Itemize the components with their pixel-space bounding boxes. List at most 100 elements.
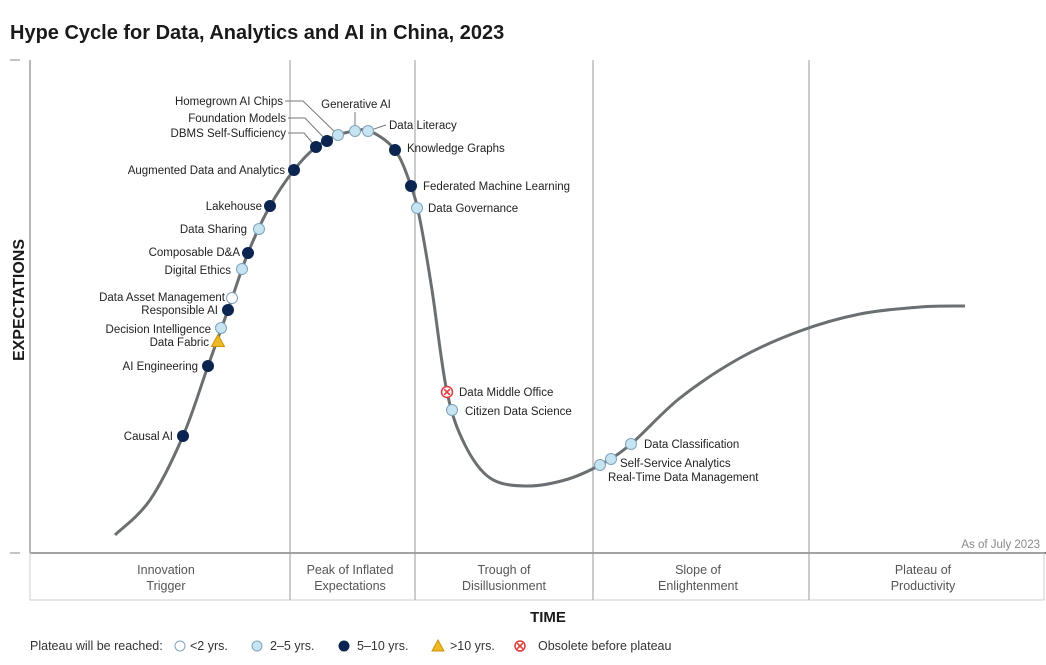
obsolete-x — [443, 388, 451, 396]
technology-point: Lakehouse — [206, 200, 276, 213]
phase-label-line1: Trough of — [477, 563, 531, 577]
legend-item-obsolete: Obsolete before plateau — [514, 639, 671, 653]
hollow-circle-marker-icon — [226, 292, 238, 304]
technology-point: Data Literacy — [362, 120, 457, 137]
light-circle-marker-icon — [215, 322, 227, 334]
legend-item-lt2: <2 yrs. — [174, 639, 228, 653]
technology-point: Generative AI — [321, 99, 391, 137]
light-circle-marker-icon — [332, 129, 344, 141]
technology-point: Composable D&A — [149, 247, 254, 259]
phase-dividers — [289, 60, 810, 600]
technology-label: Citizen Data Science — [465, 406, 572, 418]
technology-label: Generative AI — [321, 99, 391, 111]
technology-label: Causal AI — [124, 431, 173, 443]
legend-title: Plateau will be reached: — [30, 639, 163, 653]
technology-label: Foundation Models — [188, 113, 286, 125]
technology-point: Data Fabric — [150, 333, 226, 349]
hollow-circle-marker-icon — [174, 640, 186, 652]
technology-label: Data Governance — [428, 203, 518, 215]
legend-label: <2 yrs. — [190, 639, 228, 653]
dark-circle-marker-icon — [242, 247, 254, 259]
phase-labels: Innovation Trigger Peak of Inflated Expecta… — [137, 563, 956, 593]
legend-label: >10 yrs. — [450, 639, 495, 653]
technology-point: AI Engineering — [123, 360, 214, 373]
technology-label: AI Engineering — [123, 361, 198, 373]
dark-circle-marker-icon — [310, 141, 322, 153]
triangle-marker-icon — [210, 333, 226, 347]
technology-label: Composable D&A — [149, 247, 241, 259]
technology-label: Data Sharing — [180, 224, 247, 236]
phase-label-line1: Peak of Inflated — [307, 563, 394, 577]
light-circle-marker-icon — [253, 223, 265, 235]
technology-label: Homegrown AI Chips — [175, 96, 283, 108]
phase-label-line2: Trigger — [146, 579, 185, 593]
legend-item-5to10: 5–10 yrs. — [338, 639, 408, 653]
technology-label: Knowledge Graphs — [407, 143, 505, 155]
technology-point: Data Middle Office — [440, 385, 553, 399]
technology-label: Data Middle Office — [459, 387, 553, 399]
legend: Plateau will be reached: <2 yrs. 2–5 yrs.… — [30, 638, 671, 653]
phase-label-line1: Plateau of — [895, 563, 952, 577]
legend-label: 5–10 yrs. — [357, 639, 408, 653]
technology-point: Knowledge Graphs — [389, 143, 505, 156]
technology-label: Decision Intelligence — [106, 324, 211, 336]
phase-label-line1: Innovation — [137, 563, 195, 577]
obsolete-x-marker-icon — [514, 640, 526, 652]
technology-point: DBMS Self-Sufficiency — [171, 128, 322, 153]
technology-label: Lakehouse — [206, 201, 262, 213]
technology-label: Data Classification — [644, 439, 739, 451]
technology-point: Data Classification — [625, 438, 739, 451]
technology-point: Foundation Models — [188, 113, 333, 147]
technology-label: Responsible AI — [141, 305, 218, 317]
light-circle-marker-icon — [625, 438, 637, 450]
diagram-title: Hype Cycle for Data, Analytics and AI in… — [10, 22, 504, 44]
technology-point: Data Governance — [411, 202, 518, 215]
technology-points: Causal AI AI Engineering Data FabricDecisi… — [99, 96, 759, 484]
dark-circle-marker-icon — [321, 135, 333, 147]
phase-label-line2: Expectations — [314, 579, 386, 593]
technology-label: Data Literacy — [389, 120, 457, 132]
technology-point: Augmented Data and Analytics — [128, 164, 300, 177]
dark-circle-marker-icon — [338, 640, 350, 652]
technology-point: Data Asset Management — [99, 292, 238, 304]
phase-label-line2: Disillusionment — [462, 579, 547, 593]
light-circle-marker-icon — [251, 640, 263, 652]
technology-point: Citizen Data Science — [446, 404, 572, 418]
dark-circle-marker-icon — [389, 144, 401, 156]
obsolete-x-marker-icon — [440, 385, 454, 399]
light-circle-marker-icon — [605, 453, 617, 465]
leader-line — [285, 100, 339, 136]
leader-line — [288, 117, 328, 142]
technology-label: Augmented Data and Analytics — [128, 165, 286, 177]
technology-point: Causal AI — [124, 430, 189, 443]
technology-point: Homegrown AI Chips — [175, 96, 344, 141]
technology-point: Real-Time Data Management — [594, 459, 759, 484]
dark-circle-marker-icon — [288, 164, 300, 176]
dark-circle-marker-icon — [202, 360, 214, 372]
technology-point: Decision Intelligence — [106, 322, 227, 336]
technology-point: Digital Ethics — [165, 263, 248, 277]
light-circle-marker-icon — [411, 202, 423, 214]
light-circle-marker-icon — [349, 125, 361, 137]
technology-point: Self-Service Analytics — [605, 453, 731, 470]
legend-label: Obsolete before plateau — [538, 639, 671, 653]
technology-point: Data Sharing — [180, 223, 265, 236]
axes — [10, 59, 1046, 601]
dark-circle-marker-icon — [177, 430, 189, 442]
y-axis-label: EXPECTATIONS — [11, 239, 28, 361]
phase-label-line2: Enlightenment — [658, 579, 738, 593]
technology-label: Self-Service Analytics — [620, 458, 731, 470]
legend-item-gt10: >10 yrs. — [431, 638, 495, 653]
technology-label: Data Fabric — [150, 337, 210, 349]
as-of-date: As of July 2023 — [961, 539, 1040, 551]
phase-label-line2: Productivity — [891, 579, 956, 593]
leader-lines — [285, 100, 387, 148]
dark-circle-marker-icon — [222, 304, 234, 316]
leader-line — [288, 132, 317, 148]
obsolete-x — [516, 642, 524, 650]
phase-band — [29, 552, 1045, 601]
light-circle-marker-icon — [446, 404, 458, 416]
technology-label: Digital Ethics — [165, 265, 232, 277]
